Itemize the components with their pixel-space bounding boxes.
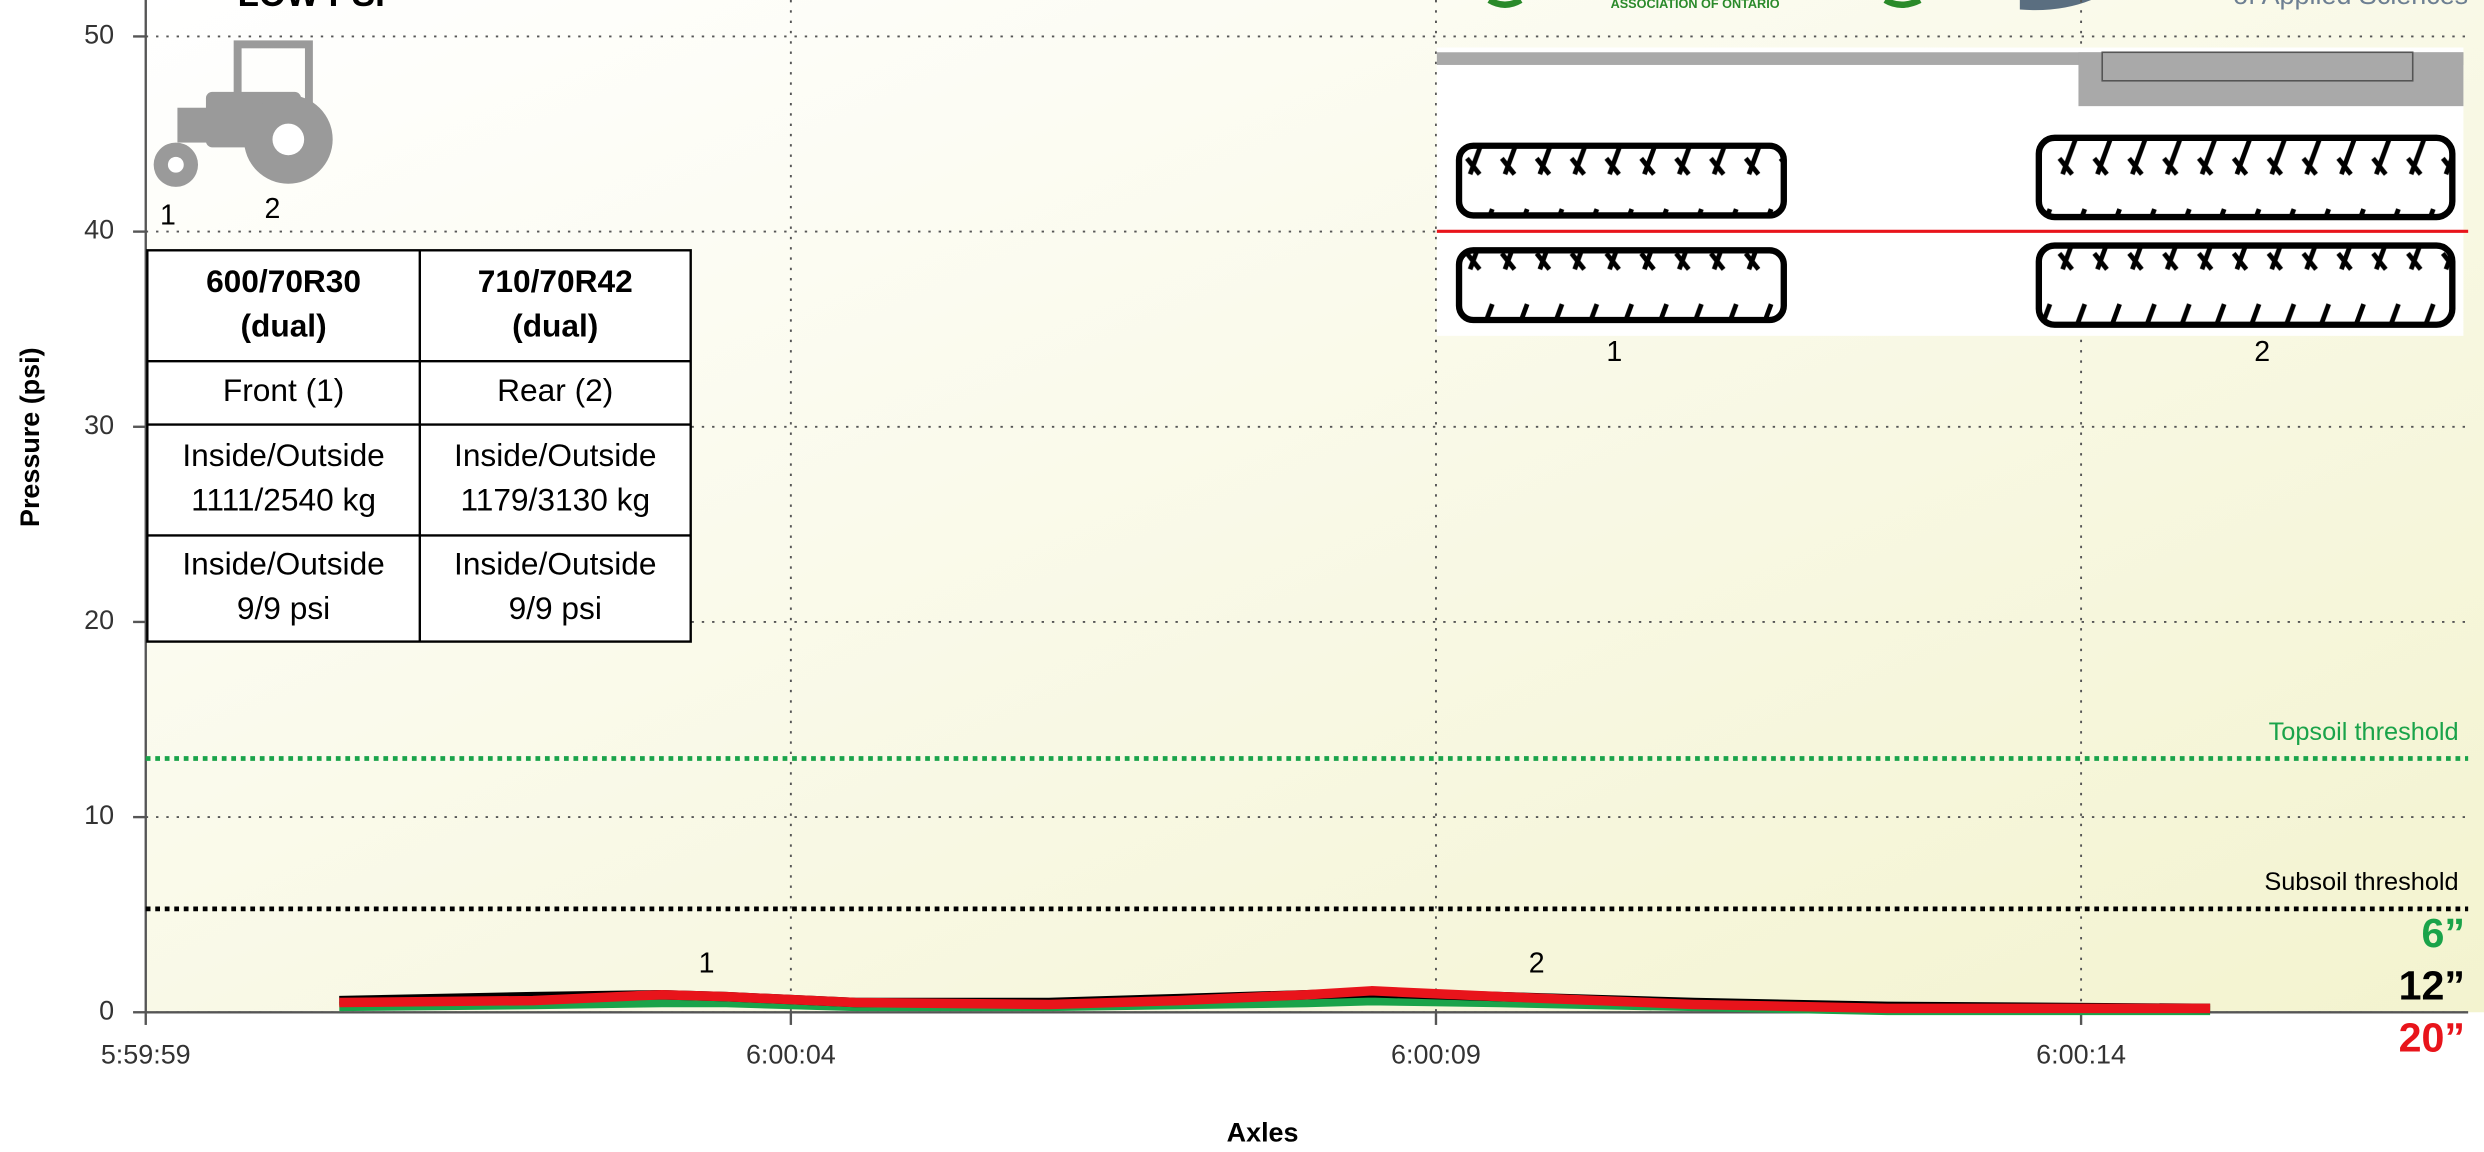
tractor-axle-label: 2 [265,193,281,225]
y-tick-label: 30 [84,410,114,440]
tractor-axle-label: 1 [160,200,176,232]
y-tick-label: 10 [84,800,114,830]
table-cell: 1179/3130 kg [460,482,650,518]
legend-label: 20” [2399,1015,2465,1061]
tractor-icon [153,40,333,187]
y-tick-label: 40 [84,215,114,245]
threshold-label: Topsoil threshold [2269,718,2459,746]
y-tick-label: 20 [84,605,114,635]
table-cell: Inside/Outside [454,437,656,473]
logo-shape [1487,0,1922,8]
threshold-label: Subsoil threshold [2264,868,2458,896]
table-cell: Rear (2) [497,372,613,408]
y-tick-label: 50 [84,20,114,50]
logo-text: of Applied Sciences [2233,0,2468,10]
x-tick-label: 6:00:09 [1391,1040,1481,1070]
table-cell: 9/9 psi [237,590,330,626]
x-tick-label: 6:00:14 [2036,1040,2126,1070]
table-cell: 9/9 psi [509,590,602,626]
tire-axle-label: 2 [2254,336,2270,368]
table-cell: (dual) [240,307,326,343]
legend-label: 6” [2422,910,2465,956]
table-cell: Inside/Outside [182,546,384,582]
table-cell: 1111/2540 kg [191,482,376,518]
table-cell: Inside/Outside [182,437,384,473]
table-cell: Inside/Outside [454,546,656,582]
x-axis-label: Axles [1227,1117,1299,1147]
tire-axle-label: 1 [1606,336,1622,368]
annotation: 2 [1529,947,1545,979]
x-tick-label: 5:59:59 [101,1040,191,1070]
y-tick-label: 0 [99,995,114,1025]
tire-diagram [1436,47,2469,336]
x-tick-label: 6:00:04 [746,1040,836,1070]
annotation: 1 [699,947,715,979]
y-axis-label: Pressure (psi) [15,347,45,527]
table-cell: (dual) [512,307,598,343]
spec-table: 600/70R30 (dual) 710/70R42 (dual) Front (1) R… [146,249,692,643]
series-line [339,986,2211,1014]
table-cell: 600/70R30 [206,263,361,299]
table-cell: 710/70R42 [478,263,633,299]
logo-text: ASSOCIATION OF ONTARIO [1611,0,1780,11]
table-cell: Front (1) [223,372,344,408]
page-title: LOW PSI [238,0,385,14]
legend-label: 12” [2399,962,2465,1008]
logo-shape [2019,0,2092,11]
